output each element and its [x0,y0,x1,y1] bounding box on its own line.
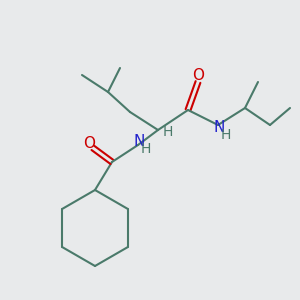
Text: O: O [83,136,95,152]
Text: H: H [163,125,173,139]
Text: N: N [213,121,225,136]
Text: H: H [141,142,151,156]
Text: N: N [133,134,145,149]
Text: O: O [192,68,204,83]
Text: H: H [221,128,231,142]
